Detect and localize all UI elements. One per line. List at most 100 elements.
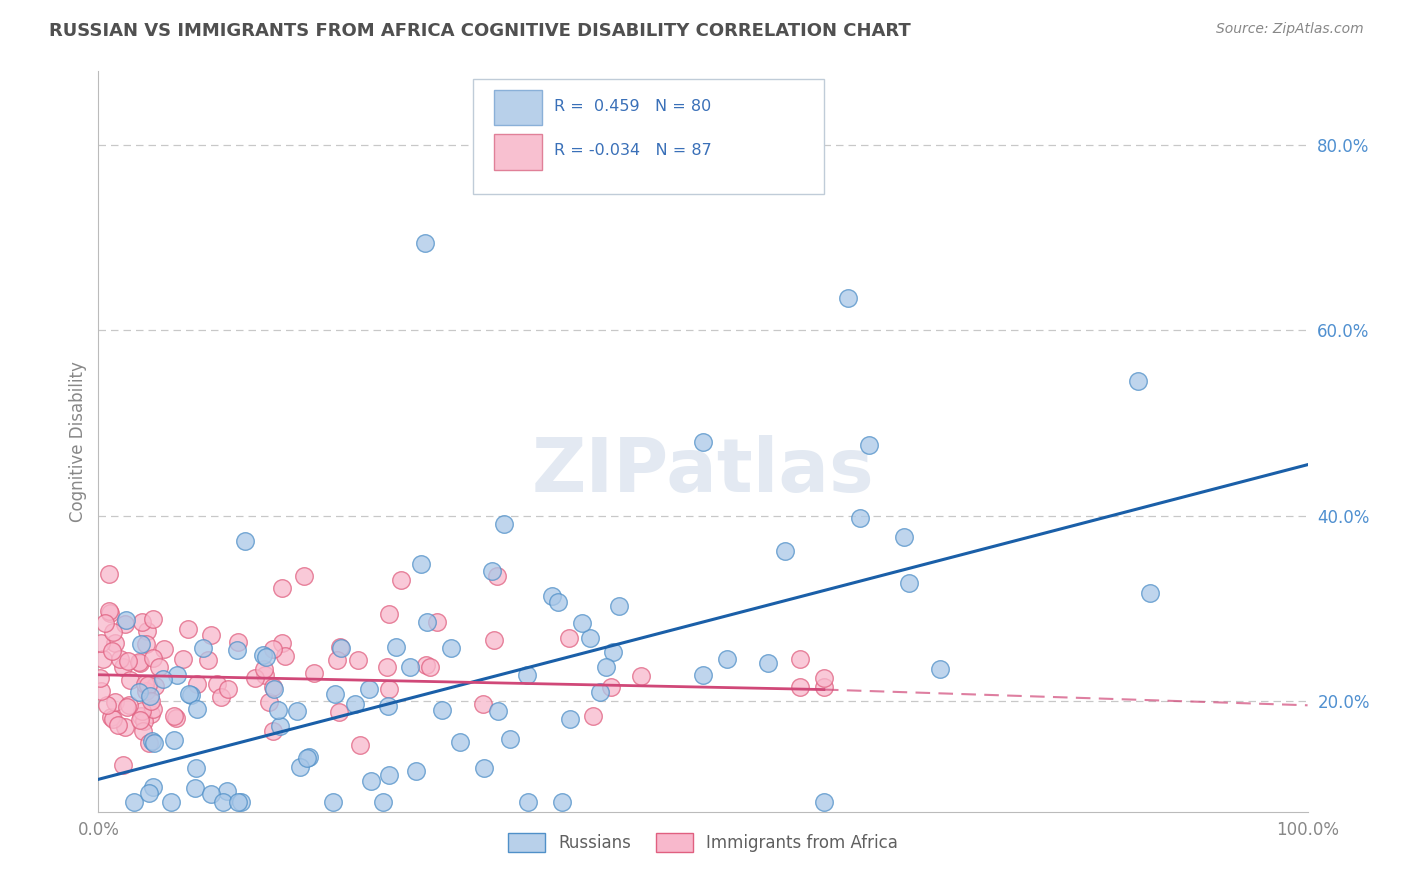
- Point: [128, 685, 150, 699]
- Point: [430, 703, 453, 717]
- Point: [131, 704, 153, 718]
- Point: [419, 660, 441, 674]
- Point: [114, 720, 136, 734]
- Point: [378, 607, 401, 622]
- Point: [292, 568, 315, 582]
- Point: [471, 697, 494, 711]
- Point: [186, 677, 208, 691]
- Point: [426, 615, 449, 629]
- Point: [114, 616, 136, 631]
- Point: [142, 612, 165, 626]
- Point: [498, 731, 520, 746]
- Point: [893, 530, 915, 544]
- Point: [233, 533, 256, 548]
- Point: [547, 595, 569, 609]
- Point: [128, 655, 150, 669]
- Point: [142, 702, 165, 716]
- Point: [98, 606, 121, 620]
- Point: [128, 657, 150, 671]
- Point: [141, 734, 163, 748]
- Point: [136, 624, 159, 639]
- Point: [135, 684, 157, 698]
- Point: [267, 703, 290, 717]
- Point: [186, 702, 208, 716]
- Point: [104, 695, 127, 709]
- Point: [298, 750, 321, 764]
- Point: [481, 564, 503, 578]
- Point: [482, 632, 505, 647]
- Point: [290, 760, 312, 774]
- Point: [120, 673, 142, 687]
- Point: [142, 736, 165, 750]
- Point: [472, 761, 495, 775]
- Point: [148, 659, 170, 673]
- Point: [217, 681, 239, 696]
- Point: [128, 713, 150, 727]
- Point: [1139, 586, 1161, 600]
- Point: [98, 566, 121, 581]
- Point: [602, 645, 624, 659]
- Point: [129, 636, 152, 650]
- Point: [269, 719, 291, 733]
- Point: [226, 643, 249, 657]
- Point: [692, 434, 714, 449]
- Bar: [494, 90, 543, 126]
- Point: [486, 704, 509, 718]
- Point: [115, 699, 138, 714]
- Point: [271, 581, 294, 595]
- Point: [90, 635, 112, 649]
- Point: [152, 672, 174, 686]
- Point: [343, 697, 366, 711]
- Point: [177, 687, 200, 701]
- Point: [114, 613, 136, 627]
- Point: [516, 668, 538, 682]
- Point: [200, 628, 222, 642]
- Point: [263, 682, 285, 697]
- Point: [329, 640, 352, 655]
- Text: R =  0.459   N = 80: R = 0.459 N = 80: [554, 99, 711, 113]
- Point: [262, 641, 284, 656]
- Point: [100, 710, 122, 724]
- Point: [630, 669, 652, 683]
- Point: [228, 635, 250, 649]
- Point: [257, 695, 280, 709]
- Point: [197, 653, 219, 667]
- Point: [813, 796, 835, 810]
- Point: [180, 688, 202, 702]
- Point: [813, 671, 835, 685]
- Point: [253, 662, 276, 676]
- Point: [322, 796, 344, 810]
- Point: [104, 636, 127, 650]
- Point: [813, 681, 835, 695]
- Point: [378, 682, 401, 697]
- Point: [111, 758, 134, 772]
- Bar: [494, 135, 543, 169]
- Point: [205, 677, 228, 691]
- Point: [389, 574, 412, 588]
- Point: [849, 511, 872, 525]
- Point: [100, 644, 122, 658]
- FancyBboxPatch shape: [474, 78, 824, 194]
- Point: [330, 641, 353, 656]
- Point: [184, 780, 207, 795]
- Point: [758, 657, 780, 671]
- Point: [93, 615, 115, 630]
- Point: [346, 653, 368, 667]
- Legend: Russians, Immigrants from Africa: Russians, Immigrants from Africa: [502, 826, 904, 859]
- Point: [139, 690, 162, 704]
- Text: Source: ZipAtlas.com: Source: ZipAtlas.com: [1216, 22, 1364, 37]
- Point: [558, 631, 581, 645]
- Point: [139, 694, 162, 708]
- Point: [385, 640, 408, 654]
- Point: [897, 575, 920, 590]
- Point: [112, 660, 135, 674]
- Point: [411, 558, 433, 572]
- Point: [96, 698, 118, 712]
- Point: [357, 682, 380, 697]
- Point: [716, 652, 738, 666]
- Point: [139, 707, 162, 722]
- Point: [550, 796, 572, 810]
- Point: [349, 738, 371, 752]
- Point: [134, 677, 156, 691]
- Point: [131, 615, 153, 630]
